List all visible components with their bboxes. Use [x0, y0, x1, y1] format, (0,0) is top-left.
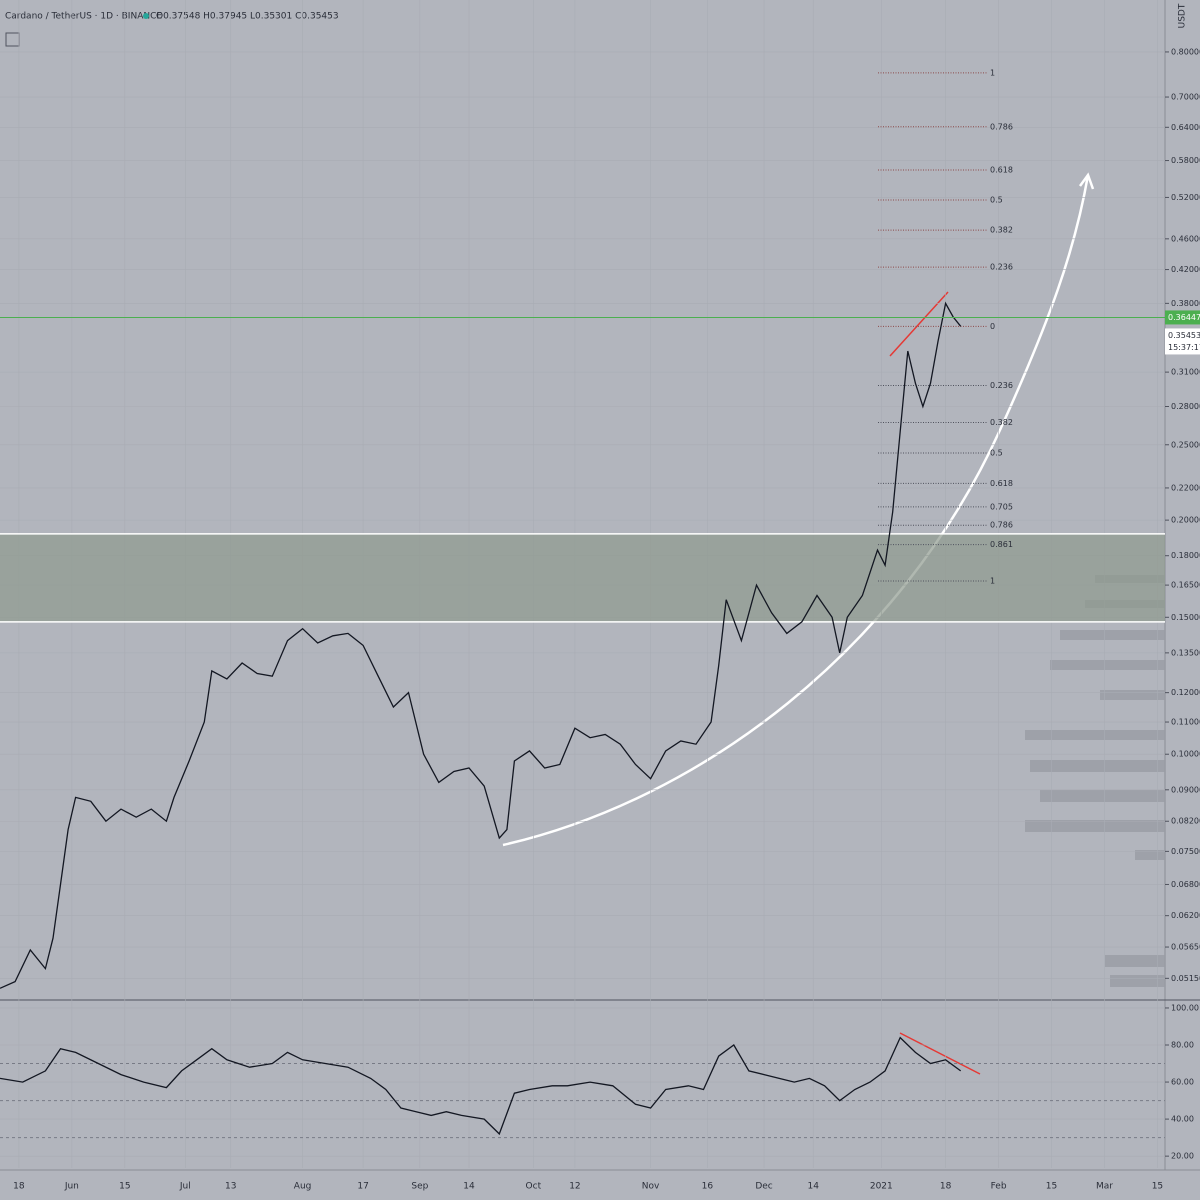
- marked-price-label: 0.36447: [1168, 313, 1200, 322]
- resistance-line: [889, 291, 949, 357]
- fib-label: 0.618: [990, 479, 1013, 488]
- x-tick-label: 12: [569, 1182, 580, 1192]
- trend-arrow: [502, 174, 1090, 847]
- fib-label: 0.5: [990, 196, 1003, 205]
- x-tick-label: 16: [702, 1182, 714, 1192]
- fib-label: 0.618: [990, 165, 1013, 174]
- currency: USDT: [1178, 3, 1188, 28]
- last-price-tag: [1165, 328, 1200, 355]
- status-dot: [143, 13, 149, 19]
- x-tick-label: Mar: [1096, 1182, 1113, 1192]
- x-tick-label: 18: [13, 1182, 25, 1192]
- x-tick-label: Aug: [294, 1182, 312, 1192]
- y-tick-label: 40.00: [1171, 1115, 1194, 1124]
- y-tick-label: 0.05150: [1171, 974, 1200, 983]
- fib-label: 0.786: [990, 521, 1013, 530]
- fib-label: 0.786: [990, 122, 1013, 131]
- x-tick-label: Feb: [991, 1182, 1007, 1192]
- arrow-head: [1078, 172, 1095, 190]
- x-tick-label: 14: [463, 1182, 475, 1192]
- support-zone: [0, 533, 1165, 622]
- fib-label: 0.861: [990, 540, 1013, 549]
- x-tick-label: Nov: [642, 1182, 660, 1192]
- symbol-title: Cardano / TetherUS · 1D · BINANCE: [5, 12, 162, 22]
- volume-profile: [1025, 575, 1165, 987]
- y-tick-label: 100.00: [1171, 1003, 1199, 1012]
- x-tick-label: Jul: [179, 1182, 191, 1192]
- fib-label: 1: [990, 577, 995, 586]
- x-tick-label: 15: [1046, 1182, 1057, 1192]
- x-tick-label: Dec: [755, 1182, 772, 1192]
- fib-label: 0.382: [990, 418, 1013, 427]
- price-line: [0, 301, 962, 989]
- fib-label: 0.705: [990, 502, 1013, 511]
- fib-label: 0.382: [990, 226, 1013, 235]
- fib-label: 0.5: [990, 448, 1003, 457]
- fib-label: 0.236: [990, 381, 1013, 390]
- price-line: [0, 1036, 962, 1136]
- x-tick-label: 15: [119, 1182, 130, 1192]
- y-tick-label: 20.00: [1171, 1152, 1194, 1161]
- y-tick-label: 60.00: [1171, 1078, 1194, 1087]
- fib-label: 0.236: [990, 263, 1013, 272]
- ohlc: O0.37548 H0.37945 L0.35301 C0.35453: [156, 12, 339, 22]
- x-tick-label: Jun: [64, 1182, 79, 1192]
- marked-price-tag: [1165, 310, 1200, 325]
- rsi-divergence-line: [899, 1032, 981, 1075]
- x-tick-label: 13: [225, 1182, 236, 1192]
- y-tick-label: 80.00: [1171, 1041, 1194, 1050]
- x-tick-label: Oct: [526, 1182, 542, 1192]
- x-tick-label: 14: [808, 1182, 820, 1192]
- x-tick-label: 15: [1152, 1182, 1163, 1192]
- fib-label: 1: [990, 68, 995, 77]
- x-tick-label: 2021: [870, 1182, 893, 1192]
- countdown: 15:37:17: [1168, 343, 1200, 352]
- x-tick-label: 17: [357, 1182, 368, 1192]
- x-tick-label: 18: [940, 1182, 952, 1192]
- last-price-label: 0.35453: [1168, 331, 1200, 340]
- fib-label: 0: [990, 322, 995, 331]
- x-tick-label: Sep: [411, 1182, 428, 1192]
